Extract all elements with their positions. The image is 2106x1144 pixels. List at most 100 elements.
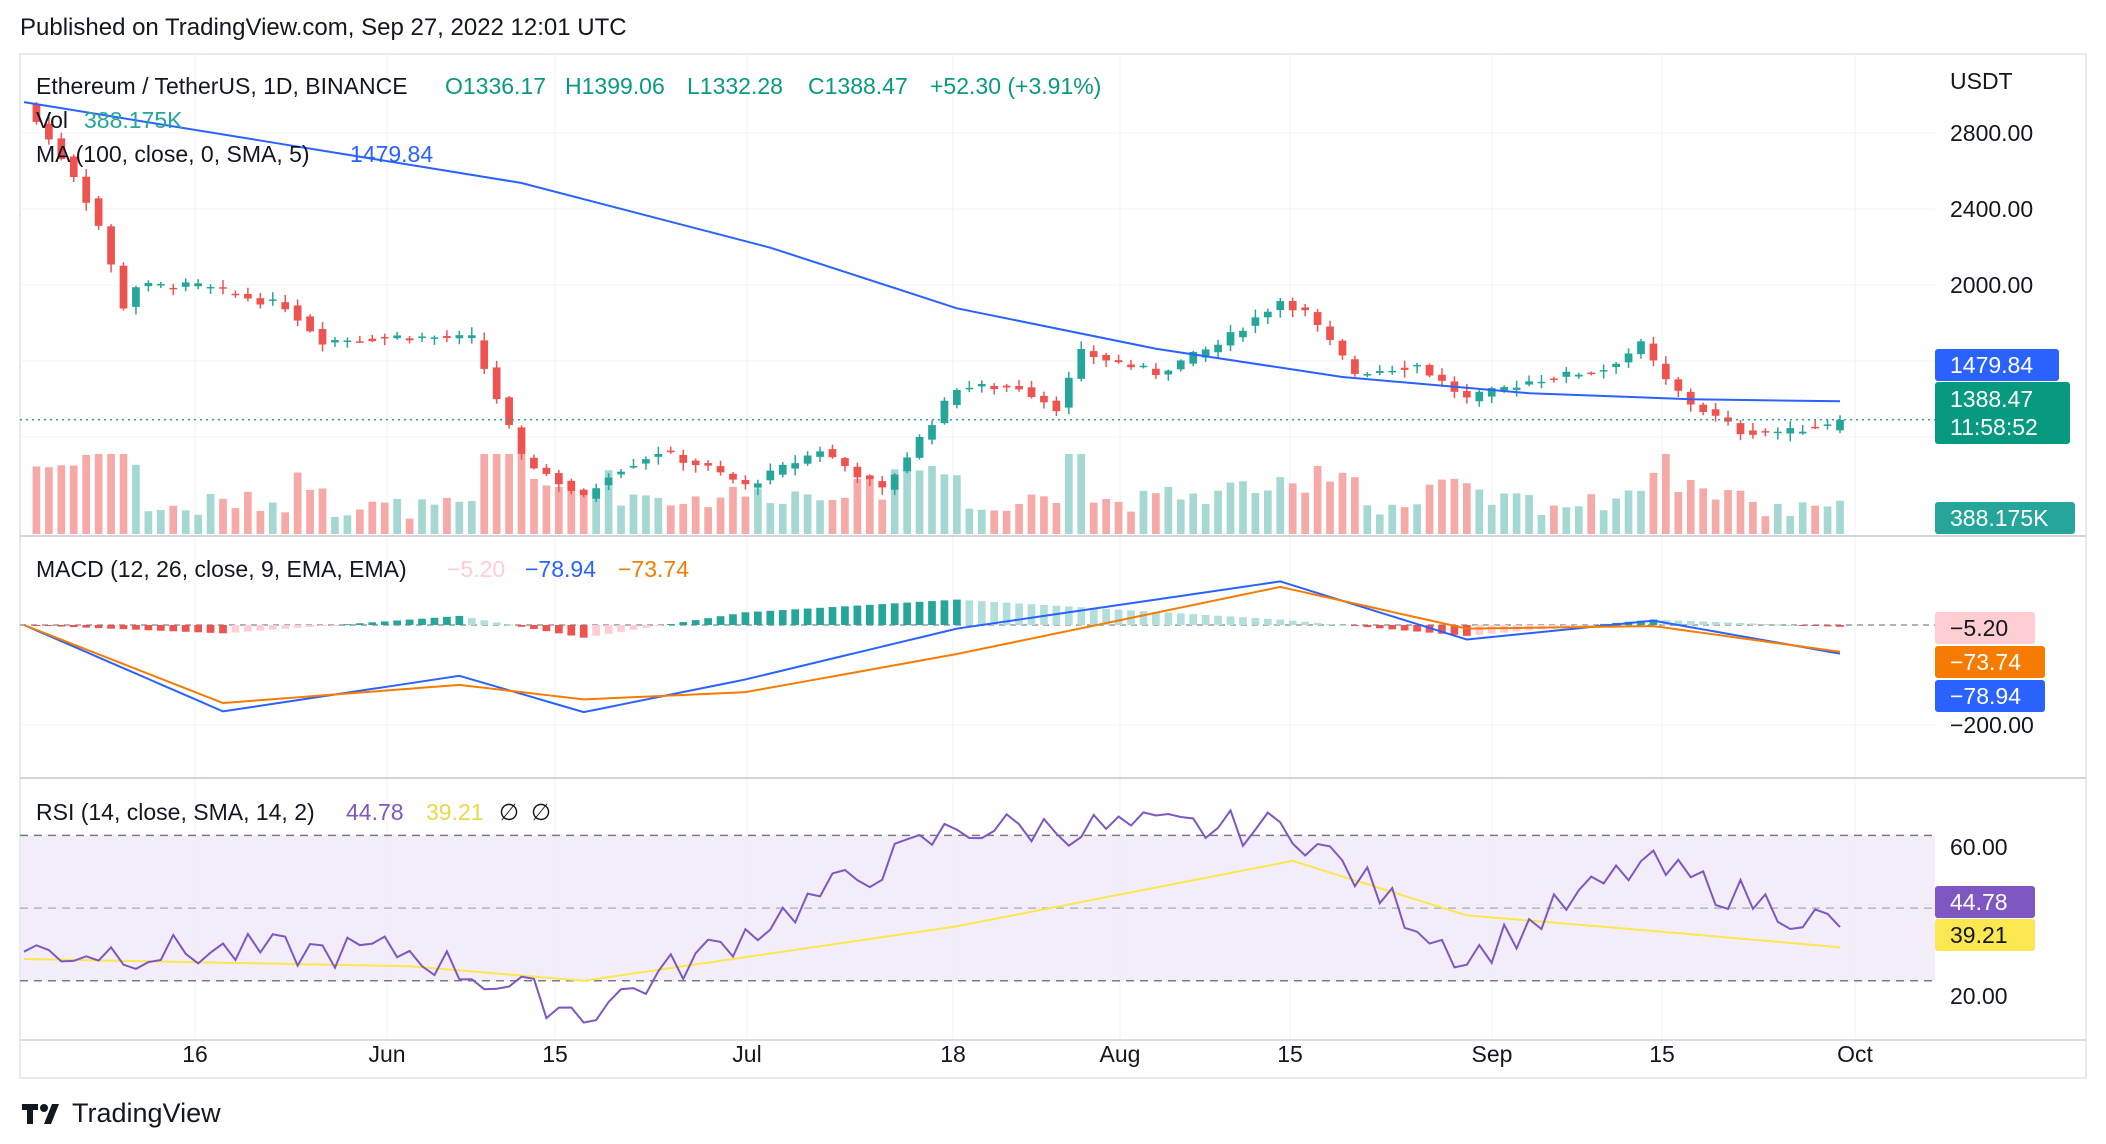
macd-hist-bar: [679, 622, 688, 625]
volume-bar: [380, 502, 389, 534]
candle-body: [741, 479, 750, 485]
macd-hist-bar: [480, 620, 489, 625]
volume-bar: [1450, 478, 1459, 534]
volume-bar: [144, 511, 153, 534]
legend-rsi-ma-value: 39.21: [426, 799, 484, 825]
candle-body: [256, 298, 265, 305]
candle-body: [1425, 364, 1434, 376]
volume-bar: [1674, 491, 1683, 534]
candle-body: [1152, 368, 1160, 376]
macd-hist-bar: [206, 625, 215, 633]
volume-bar: [1313, 465, 1322, 534]
candle-body: [1015, 385, 1023, 390]
candle-body: [1301, 307, 1310, 311]
candle-body: [293, 305, 302, 321]
volume-bar: [268, 502, 277, 534]
volume-bar: [1587, 494, 1596, 534]
macd-hist-bar: [1114, 609, 1123, 625]
badge-rsi-ma-text: 39.21: [1950, 922, 2008, 948]
volume-bar: [132, 464, 140, 534]
candle-body: [1674, 379, 1683, 391]
candle-body: [1537, 381, 1546, 384]
macd-tick-neg200: −200.00: [1950, 712, 2034, 738]
macd-hist-bar: [915, 601, 924, 625]
time-axis[interactable]: 16 Jun 15 Jul 18 Aug 15 Sep 15 Oct: [182, 1041, 1873, 1067]
candle-body: [231, 293, 240, 296]
volume-bar: [492, 454, 501, 534]
volume-bar: [554, 486, 563, 534]
volume-bar: [231, 508, 240, 534]
macd-hist-bar: [119, 625, 128, 630]
candle-body: [480, 340, 489, 369]
candle-body: [977, 383, 986, 387]
tradingview-logo-icon: [22, 1103, 59, 1124]
badge-close-text: 1388.47: [1950, 386, 2033, 412]
volume-bar: [181, 510, 190, 534]
candle-body: [1400, 367, 1409, 370]
candle-body: [405, 338, 414, 341]
macd-hist-bar: [1587, 625, 1596, 626]
macd-hist-bar: [853, 605, 862, 625]
tradingview-brand[interactable]: TradingView: [22, 1098, 221, 1129]
volume-bar: [443, 497, 451, 534]
macd-hist-bar: [1015, 603, 1023, 625]
macd-hist-bar: [1574, 625, 1583, 627]
volume-bar: [194, 514, 202, 534]
candle-body: [679, 454, 688, 463]
candle-body: [1413, 364, 1421, 367]
macd-hist-bar: [1823, 625, 1832, 627]
volume-bar: [903, 462, 911, 534]
candle-body: [1699, 404, 1708, 413]
volume-bar: [1724, 490, 1732, 534]
macd-hist-bar: [505, 624, 513, 626]
macd-hist-bar: [865, 604, 874, 625]
candle-body: [1040, 395, 1048, 403]
volume-bar: [890, 469, 899, 534]
candle-body: [306, 316, 314, 332]
volume-bar: [281, 512, 290, 534]
volume-bar: [244, 491, 252, 534]
candle-body: [1114, 360, 1123, 363]
candle-body: [1027, 387, 1036, 398]
signal-line: [23, 585, 1841, 705]
candle-body: [554, 473, 563, 485]
price-pane[interactable]: [20, 101, 1935, 534]
volume-bar: [1301, 492, 1310, 534]
badge-close: 1388.47 11:58:52: [1935, 382, 2070, 444]
candle-body: [754, 483, 762, 488]
volume-bar: [331, 516, 339, 534]
legend-ma-value: 1479.84: [350, 141, 433, 167]
macd-hist-bar: [144, 625, 153, 631]
volume-bar: [1811, 505, 1819, 534]
macd-hist-bar: [1711, 621, 1720, 625]
badge-macd-signal: −73.74: [1935, 646, 2045, 678]
rsi-pane[interactable]: [20, 808, 1935, 1024]
candle-body: [181, 282, 190, 287]
volume-bar: [1338, 472, 1347, 534]
volume-bar: [1475, 489, 1484, 534]
volume-bar: [393, 498, 402, 534]
volume-bar: [82, 454, 91, 534]
candle-body: [1637, 341, 1645, 355]
volume-bar: [1052, 502, 1061, 534]
candle-body: [132, 287, 140, 307]
macd-hist-bar: [704, 618, 712, 625]
volume-bar: [853, 478, 862, 534]
candle-body: [953, 389, 961, 405]
volume-bar: [368, 501, 377, 534]
volume-bar: [716, 497, 725, 534]
macd-hist-bar: [467, 618, 476, 625]
volume-bar: [1139, 490, 1148, 534]
macd-pane[interactable]: [20, 580, 1935, 714]
candle-body: [1438, 374, 1446, 381]
volume-bar: [1251, 492, 1260, 534]
badge-macd-line: −78.94: [1935, 680, 2045, 712]
macd-hist-bar: [1052, 605, 1061, 625]
volume-bar: [592, 489, 601, 534]
badge-ma: 1479.84: [1935, 349, 2059, 381]
rsi-tick-60: 60.00: [1950, 834, 2008, 860]
time-label-sep: Sep: [1472, 1041, 1513, 1067]
macd-hist-bar: [169, 625, 178, 632]
volume-bar: [119, 454, 128, 534]
